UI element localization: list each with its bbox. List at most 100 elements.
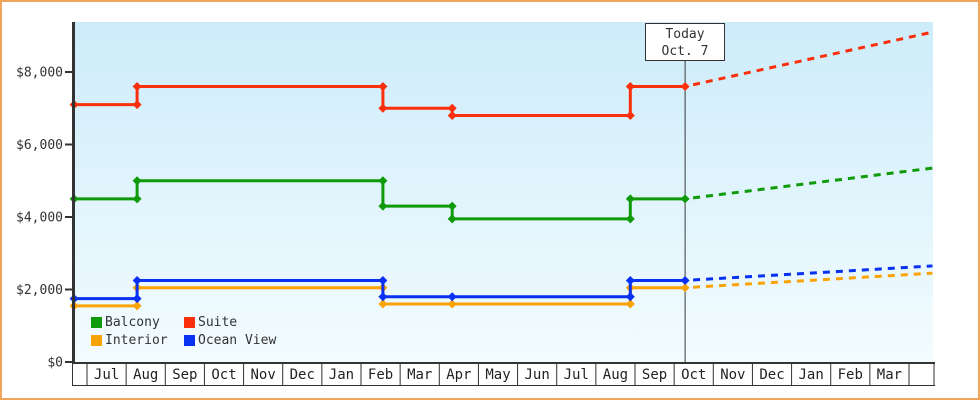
month-label: Jul bbox=[564, 367, 589, 383]
legend-item-balcony: Balcony bbox=[91, 314, 184, 331]
month-cell-divider bbox=[321, 364, 323, 385]
legend-swatch-balcony bbox=[91, 317, 102, 328]
data-point-marker bbox=[132, 100, 142, 110]
legend-item-interior: Interior bbox=[91, 332, 184, 349]
y-tick bbox=[65, 143, 72, 146]
y-tick-label: $4,000 bbox=[16, 211, 63, 226]
data-point-marker bbox=[447, 201, 457, 211]
data-point-marker bbox=[447, 214, 457, 224]
data-point-marker bbox=[378, 103, 388, 113]
data-point-marker bbox=[625, 194, 635, 204]
data-point-marker bbox=[680, 283, 690, 293]
legend-item-suite: Suite bbox=[184, 314, 276, 331]
month-label: Dec bbox=[759, 367, 784, 383]
y-tick-label: $6,000 bbox=[16, 138, 63, 153]
data-point-marker bbox=[378, 201, 388, 211]
legend-label-interior: Interior bbox=[105, 333, 168, 348]
legend-label-suite: Suite bbox=[198, 315, 238, 330]
month-label: Jun bbox=[524, 367, 549, 383]
month-label: Mar bbox=[877, 367, 902, 383]
forecast-line bbox=[693, 264, 933, 282]
month-label: Apr bbox=[446, 367, 471, 383]
series-balcony bbox=[69, 166, 933, 224]
data-point-marker bbox=[132, 194, 142, 204]
month-cell-divider bbox=[517, 364, 519, 385]
month-cell-divider bbox=[203, 364, 205, 385]
month-cell-divider bbox=[438, 364, 440, 385]
data-point-marker bbox=[132, 275, 142, 285]
month-label: Jan bbox=[329, 367, 354, 383]
data-point-marker bbox=[132, 301, 142, 311]
x-axis bbox=[72, 362, 935, 364]
month-cell-divider bbox=[360, 364, 362, 385]
data-point-marker bbox=[625, 275, 635, 285]
data-point-marker bbox=[447, 111, 457, 120]
legend-label-balcony: Balcony bbox=[105, 315, 160, 330]
month-cell-divider bbox=[243, 364, 245, 385]
month-label: May bbox=[485, 367, 510, 383]
legend-item-ocean-view: Ocean View bbox=[184, 332, 276, 349]
y-tick-label: $2,000 bbox=[16, 283, 63, 298]
month-cell-divider bbox=[869, 364, 871, 385]
month-cell-divider bbox=[673, 364, 675, 385]
data-point-marker bbox=[680, 82, 690, 91]
data-point-marker bbox=[378, 299, 388, 309]
data-point-marker bbox=[132, 294, 142, 304]
month-cell-divider bbox=[282, 364, 284, 385]
month-label: Sep bbox=[172, 367, 197, 383]
history-line bbox=[74, 85, 686, 117]
data-point-marker bbox=[447, 299, 457, 309]
today-label-line1: Today bbox=[665, 27, 705, 42]
data-point-marker bbox=[625, 299, 635, 309]
month-label: Jul bbox=[94, 367, 119, 383]
history-line bbox=[74, 179, 686, 221]
data-point-marker bbox=[680, 194, 690, 204]
month-cell-divider bbox=[634, 364, 636, 385]
month-cell-divider bbox=[86, 364, 88, 385]
month-label: Aug bbox=[133, 367, 158, 383]
month-cell-divider bbox=[556, 364, 558, 385]
month-label: Oct bbox=[211, 367, 236, 383]
month-label: Feb bbox=[838, 367, 863, 383]
month-strip-bottom-border bbox=[72, 385, 935, 386]
month-cell-divider bbox=[477, 364, 479, 385]
month-label: Feb bbox=[368, 367, 393, 383]
data-point-marker bbox=[625, 214, 635, 224]
month-cell-divider bbox=[72, 364, 73, 385]
month-cell-divider bbox=[125, 364, 127, 385]
month-cell-divider bbox=[712, 364, 714, 385]
month-cell-divider bbox=[751, 364, 753, 385]
data-point-marker bbox=[625, 111, 635, 120]
month-label: Jan bbox=[798, 367, 823, 383]
y-tick bbox=[65, 361, 72, 363]
plot-background bbox=[75, 22, 933, 362]
month-cell-divider bbox=[908, 364, 910, 385]
legend-swatch-ocean-view bbox=[184, 335, 195, 346]
month-label: Mar bbox=[407, 367, 432, 383]
month-cell-divider bbox=[164, 364, 166, 385]
month-label: Aug bbox=[603, 367, 628, 383]
month-cell-divider bbox=[830, 364, 832, 385]
data-point-marker bbox=[447, 292, 457, 302]
data-point-marker bbox=[378, 176, 388, 186]
legend: Balcony Suite Interior Ocean View bbox=[91, 314, 276, 349]
data-point-marker bbox=[132, 82, 142, 91]
y-tick bbox=[65, 216, 72, 218]
month-label: Nov bbox=[250, 367, 275, 383]
month-cell-divider bbox=[791, 364, 793, 385]
month-cell-divider bbox=[595, 364, 597, 385]
today-label-box: Today Oct. 7 bbox=[645, 23, 725, 61]
y-axis bbox=[72, 22, 75, 364]
month-label: Sep bbox=[642, 367, 667, 383]
month-cell-divider bbox=[399, 364, 401, 385]
month-label: Oct bbox=[681, 367, 706, 383]
data-point-marker bbox=[447, 103, 457, 113]
y-tick bbox=[65, 71, 72, 73]
today-label-line2: Oct. 7 bbox=[661, 44, 709, 59]
month-label: Nov bbox=[720, 367, 745, 383]
legend-label-ocean-view: Ocean View bbox=[198, 333, 277, 348]
legend-swatch-interior bbox=[91, 335, 102, 346]
data-point-marker bbox=[132, 176, 142, 186]
y-tick-label: $8,000 bbox=[16, 66, 63, 81]
